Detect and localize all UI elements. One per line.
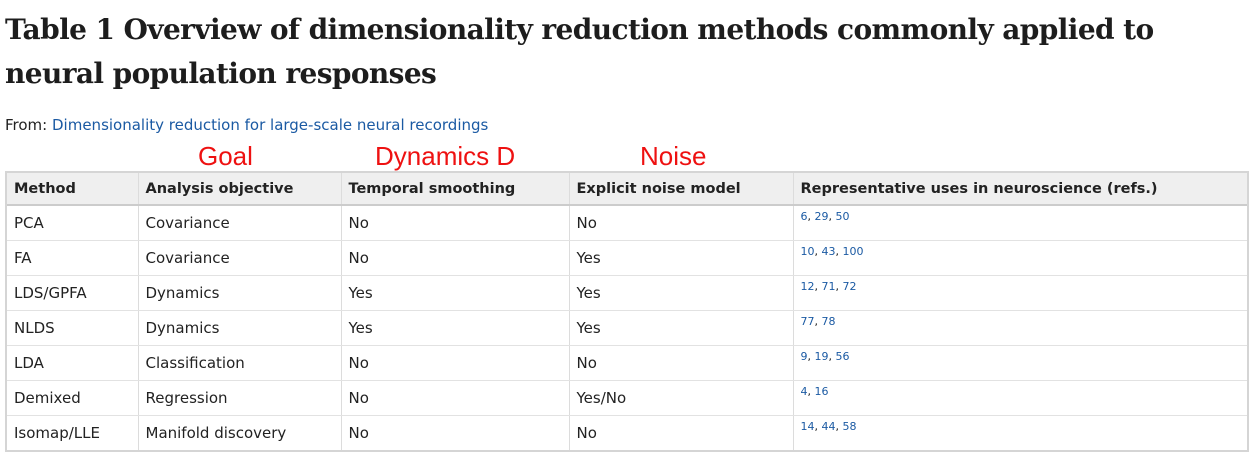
annotation-noise: Noise (640, 141, 707, 171)
reference-link[interactable]: 16 (814, 385, 829, 398)
header-method: Method (7, 173, 139, 206)
cell-noise-model: Yes (569, 275, 794, 311)
table-row: PCA Covariance No No 6, 29, 50 (7, 205, 1247, 241)
cell-noise-model: Yes (569, 240, 794, 276)
cell-analysis-objective: Classification (138, 345, 342, 381)
methods-table-container: Method Analysis objective Temporal smoot… (5, 171, 1249, 452)
cell-references: 9, 19, 56 (793, 345, 1247, 381)
methods-table: Method Analysis objective Temporal smoot… (7, 173, 1247, 450)
table-row: FA Covariance No Yes 10, 43, 100 (7, 240, 1247, 276)
cell-temporal-smoothing: Yes (341, 310, 570, 346)
cell-method: PCA (7, 205, 139, 241)
cell-references: 4, 16 (793, 380, 1247, 416)
page-title: Table 1 Overview of dimensionality reduc… (5, 13, 1154, 90)
cell-method: FA (7, 240, 139, 276)
cell-temporal-smoothing: No (341, 415, 570, 450)
reference-link[interactable]: 58 (842, 420, 857, 433)
cell-analysis-objective: Covariance (138, 240, 342, 276)
header-explicit-noise-model: Explicit noise model (569, 173, 794, 206)
cell-analysis-objective: Regression (138, 380, 342, 416)
cell-temporal-smoothing: No (341, 205, 570, 241)
table-row: LDS/GPFA Dynamics Yes Yes 12, 71, 72 (7, 275, 1247, 311)
table-row: NLDS Dynamics Yes Yes 77, 78 (7, 310, 1247, 346)
cell-analysis-objective: Dynamics (138, 275, 342, 311)
cell-noise-model: No (569, 345, 794, 381)
cell-analysis-objective: Dynamics (138, 310, 342, 346)
cell-noise-model: Yes/No (569, 380, 794, 416)
cell-references: 10, 43, 100 (793, 240, 1247, 276)
reference-separator: , (835, 420, 843, 433)
table-header-row: Method Analysis objective Temporal smoot… (7, 173, 1247, 206)
reference-separator: , (835, 245, 843, 258)
cell-analysis-objective: Manifold discovery (138, 415, 342, 450)
header-representative-uses: Representative uses in neuroscience (ref… (793, 173, 1247, 206)
cell-temporal-smoothing: Yes (341, 275, 570, 311)
cell-references: 14, 44, 58 (793, 416, 1247, 451)
source-article-link[interactable]: Dimensionality reduction for large-scale… (52, 116, 489, 134)
reference-link[interactable]: 77 (800, 315, 815, 328)
cell-noise-model: Yes (569, 310, 794, 346)
reference-link[interactable]: 44 (821, 420, 836, 433)
reference-separator: , (814, 245, 822, 258)
reference-separator: , (814, 315, 822, 328)
reference-link[interactable]: 14 (800, 420, 815, 433)
cell-references: 12, 71, 72 (793, 275, 1247, 311)
reference-link[interactable]: 19 (814, 350, 829, 363)
reference-link[interactable]: 10 (800, 245, 815, 258)
reference-link[interactable]: 29 (814, 210, 829, 223)
reference-separator: , (828, 350, 836, 363)
header-analysis-objective: Analysis objective (138, 173, 342, 206)
reference-link[interactable]: 12 (800, 280, 815, 293)
reference-link[interactable]: 72 (842, 280, 857, 293)
cell-references: 6, 29, 50 (793, 205, 1247, 241)
table-row: Demixed Regression No Yes/No 4, 16 (7, 380, 1247, 416)
cell-temporal-smoothing: No (341, 345, 570, 381)
cell-temporal-smoothing: No (341, 380, 570, 416)
from-label: From: (5, 116, 48, 134)
cell-method: Isomap/LLE (7, 415, 139, 450)
cell-method: NLDS (7, 310, 139, 346)
annotation-goal: Goal (198, 141, 253, 171)
reference-separator: , (814, 280, 822, 293)
cell-analysis-objective: Covariance (138, 205, 342, 241)
header-temporal-smoothing: Temporal smoothing (341, 173, 570, 206)
reference-link[interactable]: 6 (800, 210, 808, 223)
reference-separator: , (828, 210, 836, 223)
cell-noise-model: No (569, 205, 794, 241)
cell-method: LDS/GPFA (7, 275, 139, 311)
reference-link[interactable]: 4 (800, 385, 808, 398)
reference-link[interactable]: 50 (835, 210, 850, 223)
cell-temporal-smoothing: No (341, 240, 570, 276)
reference-separator: , (807, 385, 815, 398)
reference-separator: , (835, 280, 843, 293)
reference-link[interactable]: 78 (821, 315, 836, 328)
cell-method: LDA (7, 345, 139, 381)
reference-separator: , (807, 210, 815, 223)
table-body: PCA Covariance No No 6, 29, 50 FA Covariance No… (7, 205, 1247, 450)
reference-separator: , (814, 420, 822, 433)
reference-link[interactable]: 43 (821, 245, 836, 258)
reference-link[interactable]: 100 (842, 245, 864, 258)
cell-references: 77, 78 (793, 310, 1247, 346)
cell-method: Demixed (7, 380, 139, 416)
table-row: Isomap/LLE Manifold discovery No No 14, 44, … (7, 415, 1247, 451)
reference-separator: , (807, 350, 815, 363)
reference-link[interactable]: 9 (800, 350, 808, 363)
table-row: LDA Classification No No 9, 19, 56 (7, 345, 1247, 381)
reference-link[interactable]: 71 (821, 280, 836, 293)
reference-link[interactable]: 56 (835, 350, 850, 363)
cell-noise-model: No (569, 415, 794, 450)
source-line: From: Dimensionality reduction for large… (5, 116, 488, 134)
annotation-dynamics: Dynamics D (375, 141, 516, 171)
